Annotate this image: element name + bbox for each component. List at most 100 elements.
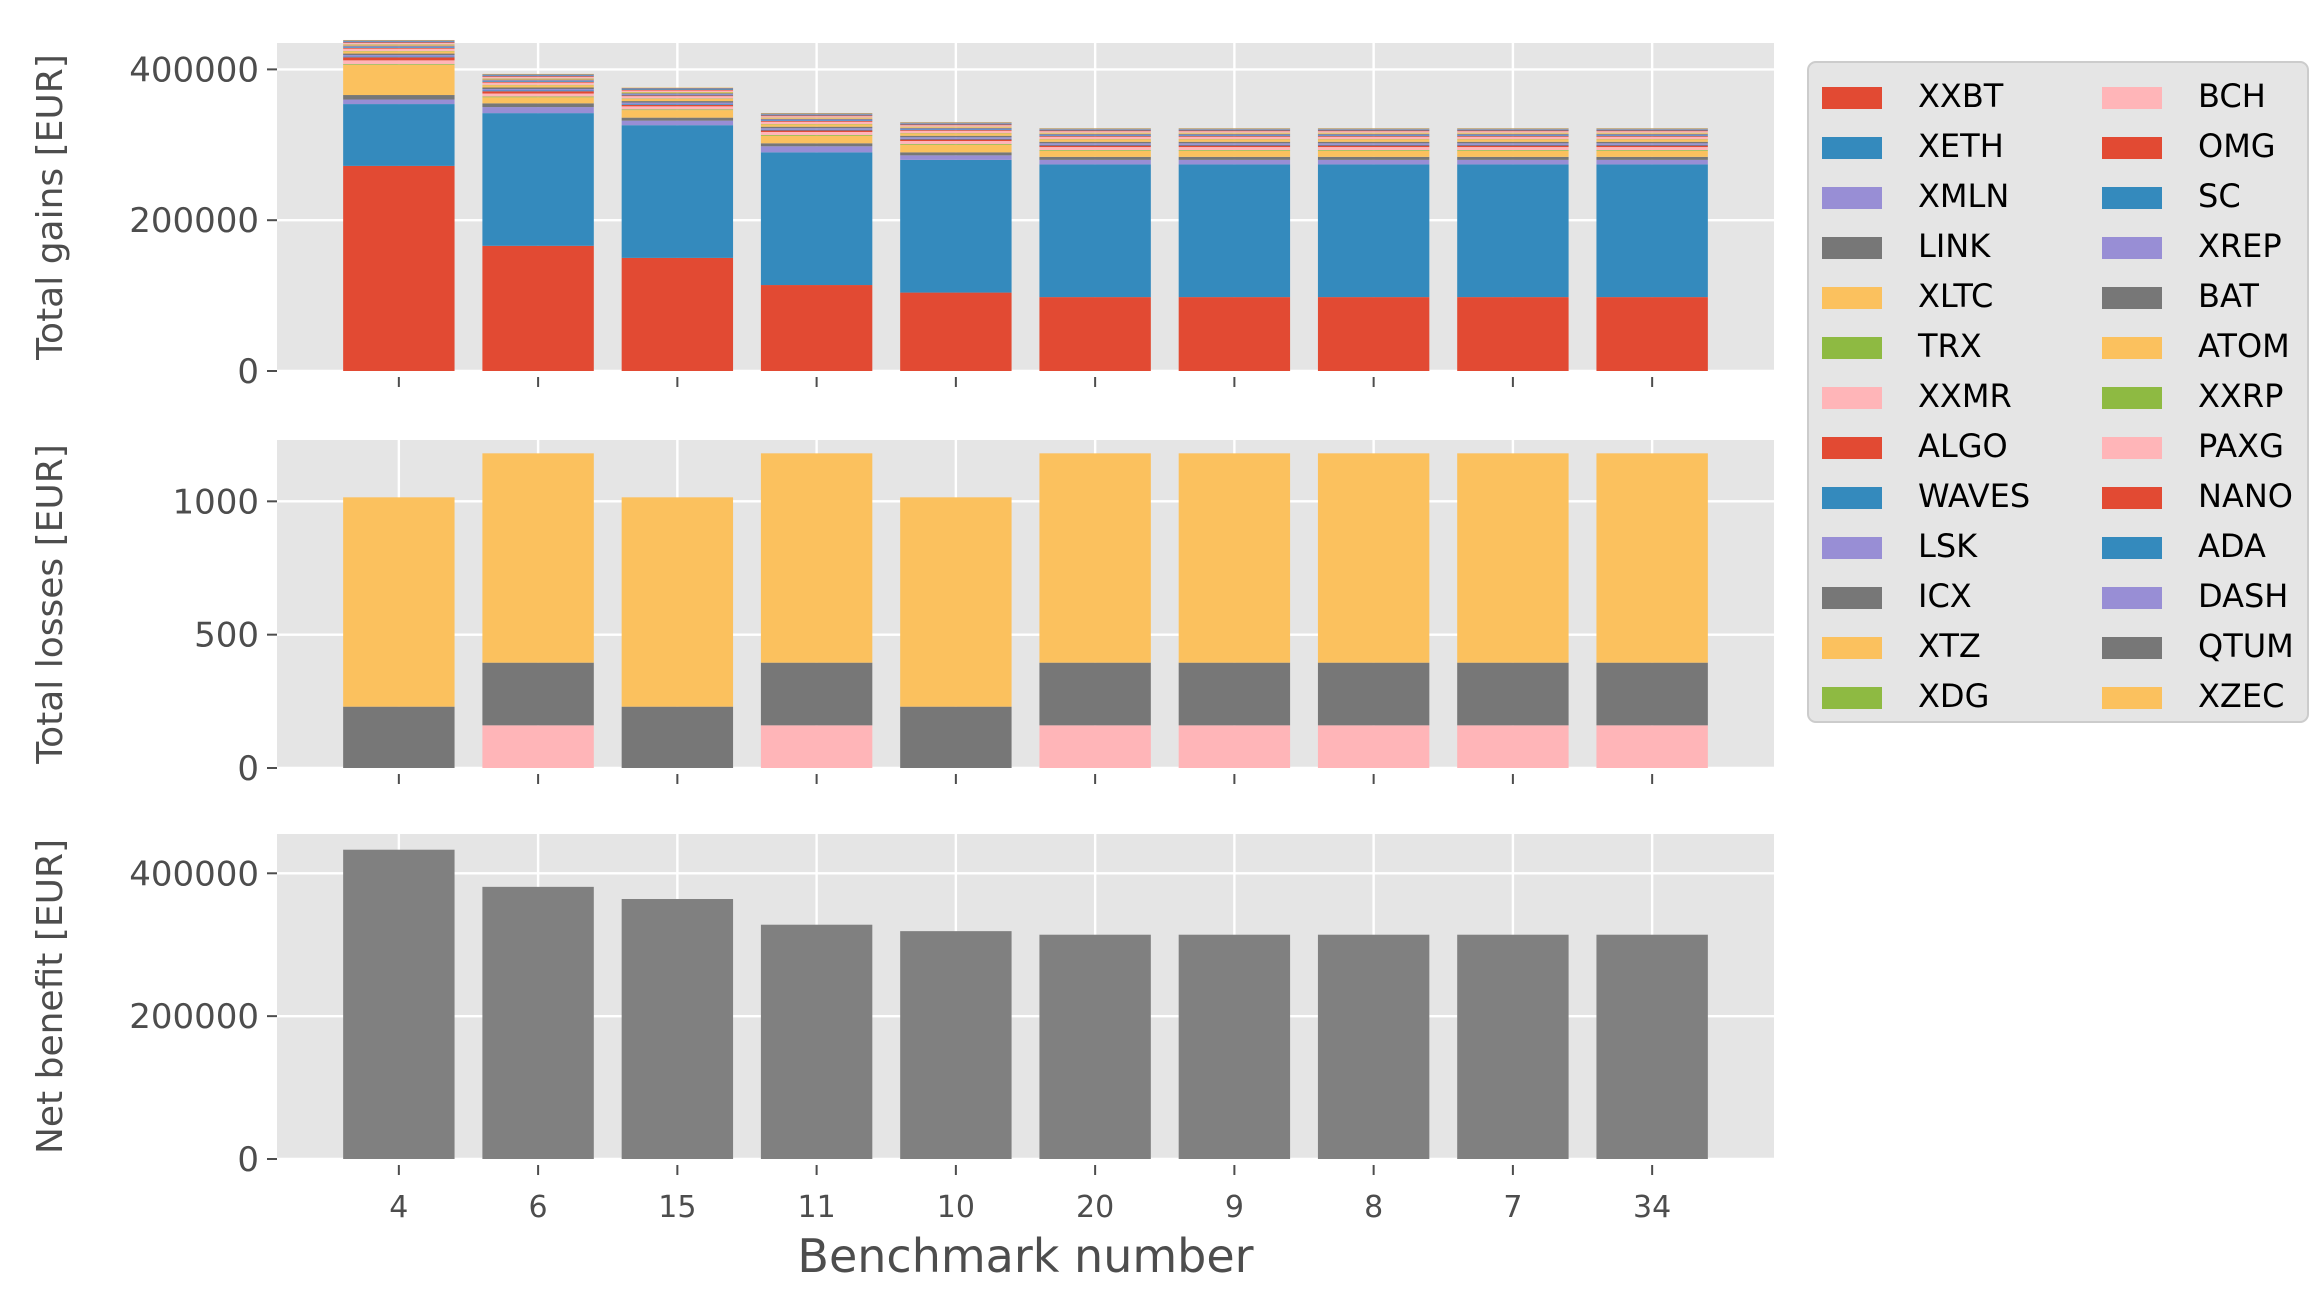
bar-3-net-20: [1039, 934, 1151, 1159]
bar-1-icx-15: [621, 101, 734, 103]
bar-1-sc-6: [482, 81, 594, 82]
bar-1-xrep-9: [1178, 134, 1291, 136]
legend-swatch-paxg: [2102, 437, 2162, 459]
bar-1-algo-9: [1178, 145, 1291, 148]
bar-1-xrep-7: [1457, 134, 1569, 136]
bar-1-sc-8: [1317, 135, 1430, 137]
bar-2-xxmr-6: [482, 725, 594, 768]
bar-1-sc-20: [1039, 135, 1151, 137]
bar-1-xmln-10: [900, 155, 1012, 160]
bar-1-xrep-6: [482, 80, 594, 82]
legend-label-omg: OMG: [2198, 127, 2276, 165]
bar-1-icx-7: [1457, 141, 1569, 144]
bar-1-qtum-7: [1457, 128, 1569, 130]
legend-swatch-atom: [2102, 337, 2162, 359]
xtick-label: 20: [1076, 1190, 1114, 1225]
bar-1-omg-11: [760, 121, 873, 122]
bar-1-xeth-6: [482, 113, 594, 246]
bar-1-trx-7: [1457, 150, 1569, 151]
bar-1-waves-4: [343, 56, 455, 58]
bar-1-xmln-20: [1039, 159, 1151, 165]
bar-2-icx-34: [1596, 662, 1708, 726]
bar-1-atom-6: [482, 78, 594, 80]
bar-1-nano-4: [343, 42, 455, 43]
bar-1-xrep-10: [900, 128, 1012, 130]
bar-1-ada-8: [1317, 129, 1430, 131]
legend-label-dash: DASH: [2198, 577, 2288, 615]
bar-1-xmln-6: [482, 107, 594, 114]
bar-1-sc-7: [1457, 135, 1569, 137]
bar-1-ada-4: [343, 41, 455, 43]
bar-3-net-15: [621, 899, 734, 1159]
bar-1-atom-11: [760, 118, 873, 119]
bar-2-icx-15: [621, 706, 734, 768]
bar-1-xeth-7: [1457, 164, 1569, 298]
bar-2-xxmr-7: [1457, 725, 1569, 768]
bar-1-waves-34: [1596, 144, 1708, 146]
bar-1-trx-11: [760, 134, 873, 136]
bar-1-bat-34: [1596, 133, 1708, 135]
bar-1-xxbt-20: [1039, 297, 1151, 371]
bar-1-paxg-7: [1457, 131, 1569, 133]
legend-swatch-xtz: [1822, 637, 1882, 659]
bar-1-xxbt-8: [1317, 297, 1430, 371]
bar-1-trx-10: [900, 144, 1012, 145]
bar-3-net-8: [1317, 934, 1430, 1159]
ytick-label: 200000: [129, 997, 259, 1037]
bar-1-nano-20: [1039, 130, 1151, 132]
legend-label-xrep: XREP: [2198, 227, 2282, 265]
bar-1-xtz-15: [621, 98, 734, 102]
bar-2-xxmr-11: [760, 725, 873, 768]
bar-1-xtz-8: [1317, 139, 1430, 142]
bar-1-ada-7: [1457, 129, 1569, 131]
bar-1-bch-4: [343, 48, 455, 51]
bar-1-icx-11: [760, 126, 873, 129]
bar-2-icx-20: [1039, 662, 1151, 726]
bar-1-sc-4: [343, 47, 455, 48]
bar-1-xtz-4: [343, 51, 455, 54]
bar-1-xeth-8: [1317, 164, 1430, 298]
bar-1-paxg-9: [1178, 131, 1291, 133]
bar-1-omg-9: [1178, 136, 1291, 137]
bar-2-xxmr-20: [1039, 725, 1151, 768]
bar-2-xxmr-34: [1596, 725, 1708, 768]
bar-1-xxmr-20: [1039, 147, 1151, 151]
xtick-label: 10: [937, 1190, 975, 1225]
bar-1-atom-4: [343, 44, 455, 46]
ytick-label: 1000: [172, 482, 259, 522]
y-axis-label: Net benefit [EUR]: [30, 839, 71, 1154]
bar-3-net-11: [760, 924, 873, 1159]
legend-swatch-trx: [1822, 337, 1882, 359]
legend-label-trx: TRX: [1917, 327, 1982, 365]
bar-1-waves-9: [1178, 144, 1291, 146]
bar-1-xltc-6: [482, 97, 594, 104]
bar-1-xltc-7: [1457, 150, 1569, 157]
bar-1-sc-15: [621, 94, 734, 96]
xtick-label: 6: [529, 1190, 548, 1225]
bar-1-qtum-34: [1596, 128, 1708, 130]
bar-3-net-9: [1178, 934, 1291, 1159]
bar-1-xmln-11: [760, 146, 873, 153]
bar-1-bat-4: [343, 45, 455, 47]
x-axis-label: Benchmark number: [797, 1229, 1253, 1283]
bar-1-xltc-4: [343, 64, 455, 96]
bar-1-xrep-8: [1317, 134, 1430, 136]
legend-swatch-dash: [2102, 587, 2162, 609]
bar-1-icx-8: [1317, 141, 1430, 144]
legend-label-sc: SC: [2198, 177, 2241, 215]
legend-label-link: LINK: [1918, 227, 1991, 265]
bar-1-xltc-15: [621, 110, 734, 118]
bar-1-atom-34: [1596, 133, 1708, 134]
bar-1-algo-15: [621, 104, 734, 107]
bar-1-atom-7: [1457, 133, 1569, 134]
legend-swatch-xxmr: [1822, 387, 1882, 409]
bar-1-omg-15: [621, 95, 734, 97]
bar-1-algo-7: [1457, 145, 1569, 148]
bar-3-net-4: [343, 849, 455, 1159]
ytick-label: 0: [237, 749, 259, 789]
bar-1-xxmr-11: [760, 131, 873, 135]
bar-1-trx-6: [482, 96, 594, 98]
bar-1-xmln-15: [621, 120, 734, 126]
legend-label-xdg: XDG: [1918, 677, 1989, 715]
bar-2-xtz-10: [900, 497, 1012, 707]
